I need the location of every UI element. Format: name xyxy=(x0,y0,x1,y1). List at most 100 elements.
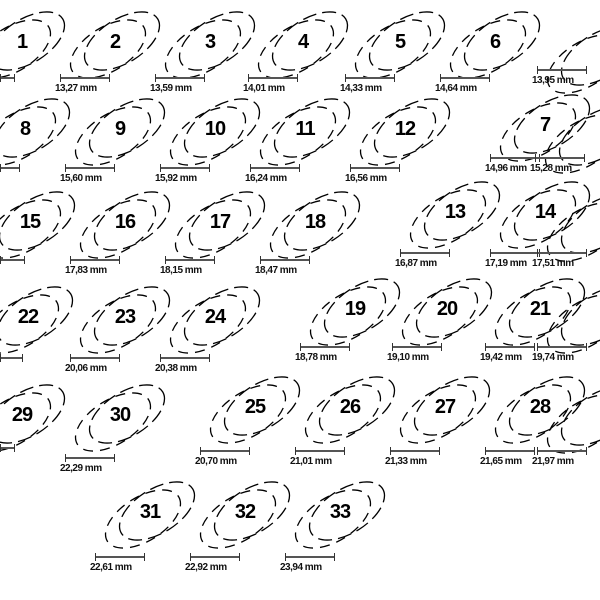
scale-bar xyxy=(392,343,442,351)
ring-outline-icon xyxy=(269,191,361,259)
diameter-label: 18,78 mm xyxy=(295,352,337,363)
size-number: 18 xyxy=(304,211,326,233)
scale-bar xyxy=(0,164,20,172)
size-number: 2 xyxy=(109,31,121,53)
size-number: 27 xyxy=(434,396,456,418)
ring-outline-icon xyxy=(79,191,171,259)
ring-outline-icon xyxy=(0,384,66,452)
ring-outline-icon xyxy=(169,98,261,166)
size-number: 16 xyxy=(114,211,136,233)
scale-bar xyxy=(248,74,298,82)
ring-size-outline xyxy=(390,370,500,450)
size-number: 23 xyxy=(114,306,136,328)
scale-bar xyxy=(95,553,145,561)
ring-size-outline xyxy=(160,92,270,172)
ring-outline-icon xyxy=(257,11,349,79)
diameter-label: 16,56 mm xyxy=(345,173,387,184)
ring-size-outline xyxy=(537,380,600,460)
diameter-label: 20,38 mm xyxy=(155,363,197,374)
scale-bar xyxy=(537,343,587,351)
scale-bar xyxy=(490,249,540,257)
ring-size-outline xyxy=(0,185,85,265)
size-number: 6 xyxy=(489,31,501,53)
scale-bar xyxy=(70,354,120,362)
scale-bar xyxy=(537,447,587,455)
scale-bar xyxy=(537,249,587,257)
diameter-label: 20,06 mm xyxy=(65,363,107,374)
ring-outline-icon xyxy=(0,191,76,259)
scale-bar xyxy=(485,447,535,455)
ring-outline-icon xyxy=(409,181,501,249)
diameter-label: 21,65 mm xyxy=(480,456,522,467)
ring-size-outline xyxy=(300,272,410,352)
ring-outline-icon xyxy=(546,194,600,262)
ring-size-outline xyxy=(537,188,600,268)
scale-bar xyxy=(65,454,115,462)
ring-outline-icon xyxy=(494,376,586,444)
size-number: 30 xyxy=(109,404,131,426)
size-number: 9 xyxy=(114,118,126,140)
size-number: 3 xyxy=(204,31,216,53)
size-number: 15 xyxy=(19,211,41,233)
diameter-label: 21,01 mm xyxy=(290,456,332,467)
ring-size-outline xyxy=(248,5,358,85)
scale-bar xyxy=(60,74,110,82)
diameter-label: 20,70 mm xyxy=(195,456,237,467)
scale-bar xyxy=(537,66,587,74)
diameter-label: 14,96 mm xyxy=(485,163,527,174)
diameter-label: 18,15 mm xyxy=(160,265,202,276)
diameter-label: 18,47 mm xyxy=(255,265,297,276)
diameter-label: 16,24 mm xyxy=(245,173,287,184)
scale-bar xyxy=(260,256,310,264)
size-number xyxy=(568,126,600,150)
size-number: 8 xyxy=(19,118,31,140)
scale-bar xyxy=(160,354,210,362)
ring-outline-icon xyxy=(399,376,491,444)
size-number: 29 xyxy=(11,404,33,426)
scale-bar xyxy=(165,256,215,264)
diameter-label: 22,61 mm xyxy=(90,562,132,573)
scale-bar xyxy=(400,249,450,257)
ring-outline-icon xyxy=(74,98,166,166)
size-number xyxy=(570,214,600,238)
scale-bar xyxy=(0,74,15,82)
ring-size-outline xyxy=(250,92,360,172)
ring-outline-icon xyxy=(354,11,446,79)
diameter-label: 14,01 mm xyxy=(243,83,285,94)
size-number: 24 xyxy=(204,306,226,328)
size-number: 7 xyxy=(539,114,551,136)
scale-bar xyxy=(295,447,345,455)
ring-size-outline xyxy=(440,5,550,85)
ring-size-outline xyxy=(0,378,75,458)
diameter-label: 15,92 mm xyxy=(155,173,197,184)
size-number: 19 xyxy=(344,298,366,320)
diameter-label: 17,83 mm xyxy=(65,265,107,276)
size-number: 13 xyxy=(444,201,466,223)
size-number: 11 xyxy=(295,118,315,140)
ring-outline-icon xyxy=(0,98,71,166)
scale-bar xyxy=(160,164,210,172)
ring-size-outline xyxy=(0,5,75,85)
diameter-label: 19,74 mm xyxy=(532,352,574,363)
scale-bar xyxy=(250,164,300,172)
ring-size-outline xyxy=(0,280,83,360)
ring-outline-icon xyxy=(199,481,291,549)
ring-outline-icon xyxy=(0,286,74,354)
ring-outline-icon xyxy=(294,481,386,549)
ring-size-outline xyxy=(70,280,180,360)
ring-outline-icon xyxy=(209,376,301,444)
scale-bar xyxy=(440,74,490,82)
scale-bar xyxy=(0,354,23,362)
size-number: 31 xyxy=(139,501,161,523)
scale-bar xyxy=(0,444,15,452)
diameter-label: 21,97 mm xyxy=(532,456,574,467)
ring-size-outline xyxy=(285,475,395,555)
diameter-label: 13,27 mm xyxy=(55,83,97,94)
size-number: 32 xyxy=(234,501,256,523)
ring-size-outline xyxy=(392,272,502,352)
ring-outline-icon xyxy=(0,11,66,79)
scale-bar xyxy=(0,256,25,264)
ring-outline-icon xyxy=(69,11,161,79)
diameter-label: 16,87 mm xyxy=(395,258,437,269)
